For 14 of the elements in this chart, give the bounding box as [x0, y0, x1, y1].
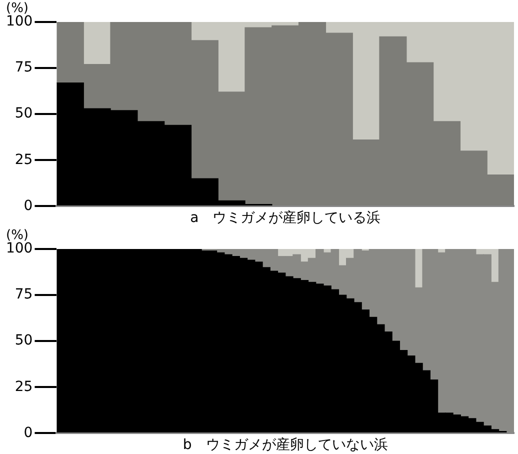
y-tick-label: 50 — [14, 106, 33, 122]
x-axis-title: b ウミガメが産卵していない浜 — [182, 437, 388, 454]
y-tick-label: 100 — [6, 14, 33, 30]
x-axis-title: a ウミガメが産卵している浜 — [190, 210, 381, 226]
y-axis-title: (%) — [6, 0, 28, 16]
y-tick-label: 0 — [24, 424, 33, 441]
y-tick-label: 75 — [14, 60, 33, 76]
y-tick-label: 25 — [14, 378, 33, 395]
y-tick-label: 75 — [14, 286, 33, 303]
y-tick-label: 50 — [14, 332, 33, 349]
y-axis-title: (%) — [6, 228, 28, 243]
y-tick-label: 25 — [14, 152, 33, 168]
y-tick-label: 100 — [6, 240, 33, 257]
y-tick-label: 0 — [24, 198, 33, 214]
